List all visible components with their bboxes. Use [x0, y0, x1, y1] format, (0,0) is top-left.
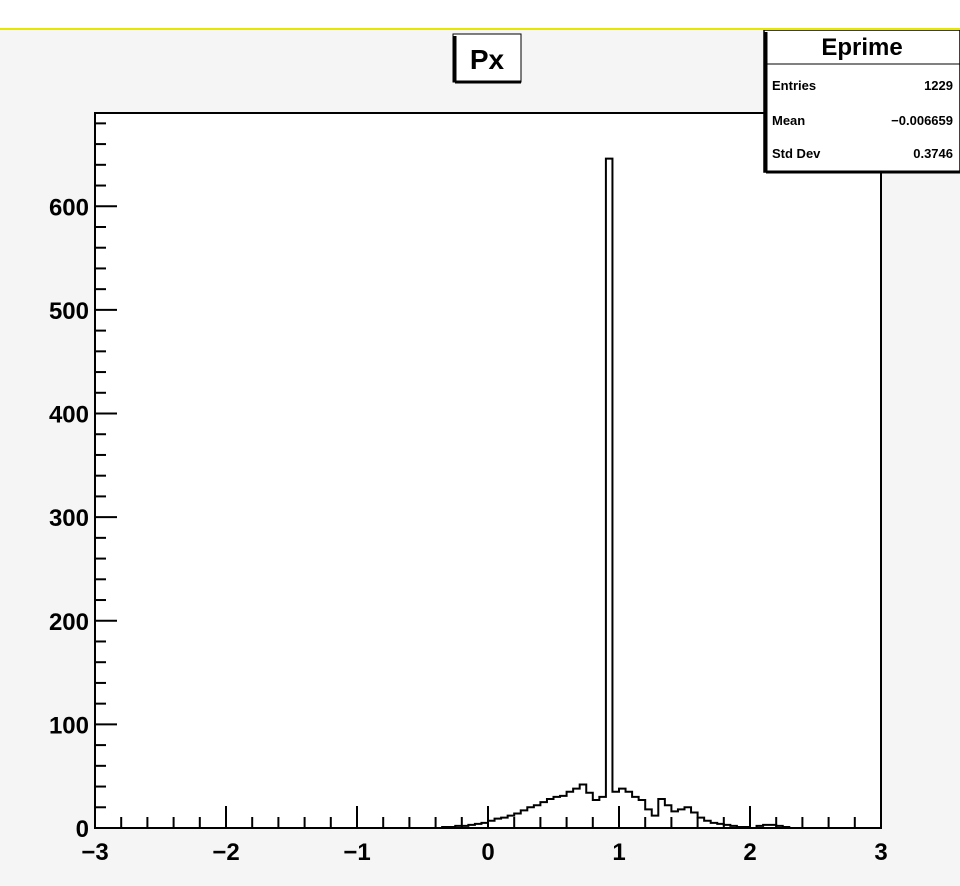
y-tick-label: 600: [49, 194, 89, 221]
stats-label-std-dev: Std Dev: [772, 146, 821, 161]
x-axis: −3 −2 −1 0 1 2 3: [81, 806, 888, 866]
y-tick-label: 300: [49, 505, 89, 532]
stats-value-mean: −0.006659: [891, 113, 953, 128]
stats-value-entries: 1229: [924, 78, 953, 93]
stats-label-entries: Entries: [772, 78, 816, 93]
y-tick-label: 200: [49, 609, 89, 636]
plot-frame-background: [95, 113, 881, 828]
x-tick-label: 3: [874, 839, 887, 866]
y-tick-label: 500: [49, 298, 89, 325]
y-tick-label: 0: [76, 816, 89, 843]
x-tick-label: −1: [343, 839, 370, 866]
stats-title: Eprime: [821, 34, 902, 61]
stats-label-mean: Mean: [772, 113, 805, 128]
y-tick-label: 400: [49, 402, 89, 429]
top-border-strip: [0, 0, 960, 30]
histogram-chart: −3 −2 −1 0 1 2 3 0 100 200 300 400 500 600 Px Eprime…: [49, 30, 960, 866]
stats-value-std-dev: 0.3746: [913, 146, 953, 161]
x-tick-label: 2: [743, 839, 756, 866]
x-tick-label: 1: [612, 839, 625, 866]
x-tick-label: 0: [481, 839, 494, 866]
x-tick-label: −3: [81, 839, 108, 866]
stats-box: Eprime Entries 1229 Mean −0.006659 Std D…: [763, 30, 960, 174]
x-tick-label: −2: [212, 839, 239, 866]
y-axis: 0 100 200 300 400 500 600: [49, 122, 117, 843]
chart-title: Px: [470, 44, 505, 75]
chart-canvas: −3 −2 −1 0 1 2 3 0 100 200 300 400 500 600 Px Eprime…: [0, 30, 960, 886]
y-tick-label: 100: [49, 712, 89, 739]
chart-title-box: Px: [452, 33, 522, 84]
